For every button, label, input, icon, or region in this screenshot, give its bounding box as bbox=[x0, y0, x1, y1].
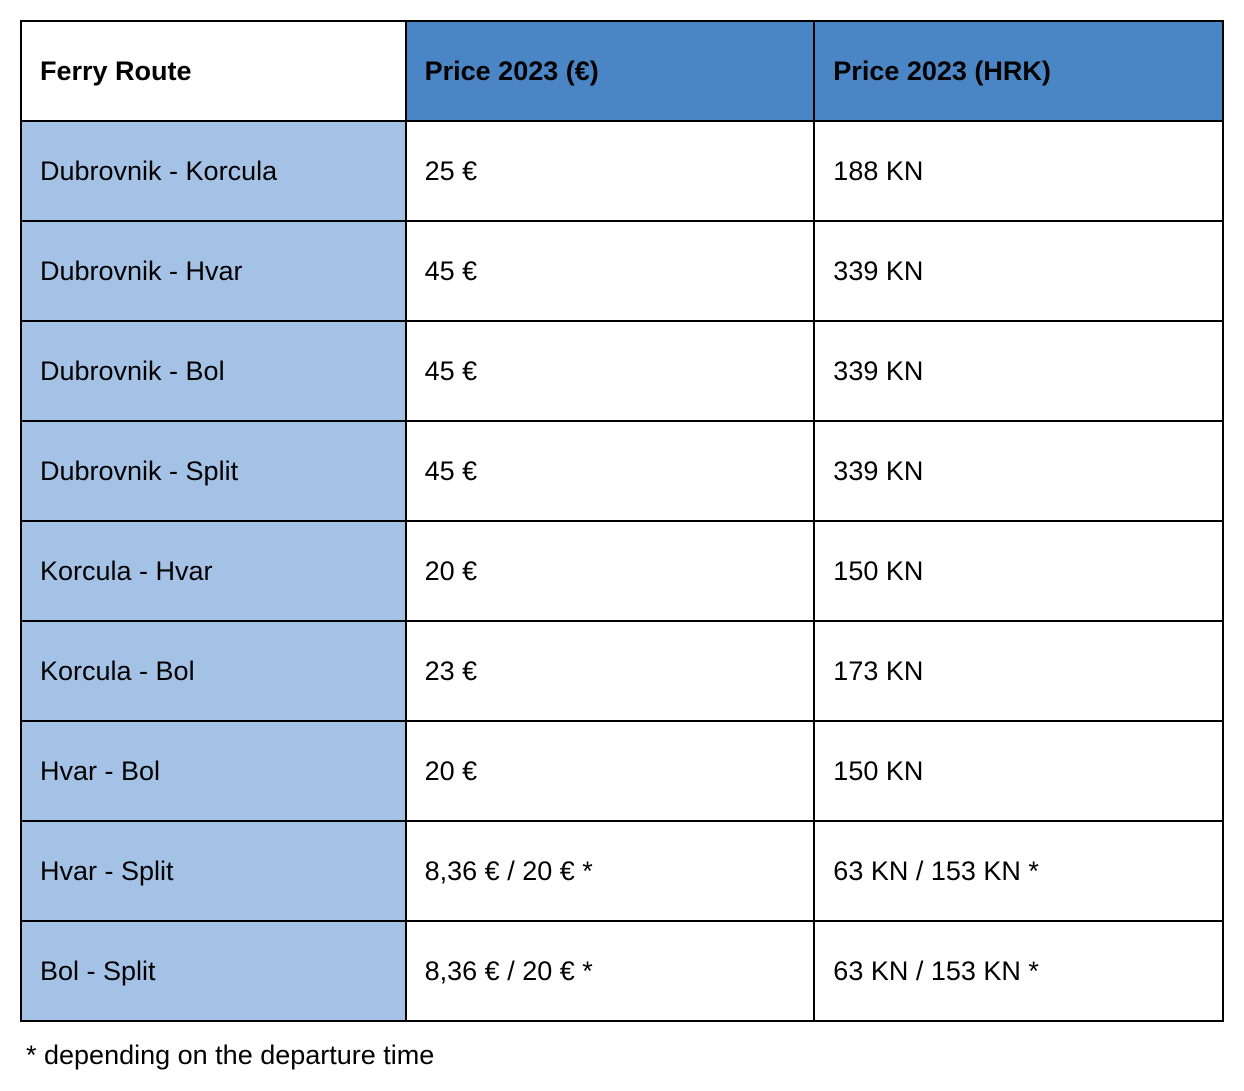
route-cell: Korcula - Bol bbox=[21, 621, 406, 721]
table-row: Bol - Split 8,36 € / 20 € * 63 KN / 153 … bbox=[21, 921, 1223, 1021]
table-row: Korcula - Hvar 20 € 150 KN bbox=[21, 521, 1223, 621]
route-cell: Dubrovnik - Hvar bbox=[21, 221, 406, 321]
table-row: Hvar - Split 8,36 € / 20 € * 63 KN / 153… bbox=[21, 821, 1223, 921]
price-eur-cell: 45 € bbox=[406, 321, 815, 421]
table-row: Hvar - Bol 20 € 150 KN bbox=[21, 721, 1223, 821]
price-hrk-cell: 339 KN bbox=[814, 421, 1223, 521]
table-row: Dubrovnik - Korcula 25 € 188 KN bbox=[21, 121, 1223, 221]
table-row: Dubrovnik - Hvar 45 € 339 KN bbox=[21, 221, 1223, 321]
price-hrk-cell: 188 KN bbox=[814, 121, 1223, 221]
table-row: Korcula - Bol 23 € 173 KN bbox=[21, 621, 1223, 721]
route-cell: Hvar - Split bbox=[21, 821, 406, 921]
route-cell: Dubrovnik - Split bbox=[21, 421, 406, 521]
column-header-price-hrk: Price 2023 (HRK) bbox=[814, 21, 1223, 121]
price-hrk-cell: 339 KN bbox=[814, 221, 1223, 321]
route-cell: Bol - Split bbox=[21, 921, 406, 1021]
route-cell: Korcula - Hvar bbox=[21, 521, 406, 621]
price-eur-cell: 20 € bbox=[406, 721, 815, 821]
footnote: * depending on the departure time bbox=[20, 1022, 1224, 1071]
route-cell: Hvar - Bol bbox=[21, 721, 406, 821]
price-eur-cell: 25 € bbox=[406, 121, 815, 221]
price-hrk-cell: 63 KN / 153 KN * bbox=[814, 921, 1223, 1021]
ferry-price-table: Ferry Route Price 2023 (€) Price 2023 (H… bbox=[20, 20, 1224, 1022]
price-hrk-cell: 63 KN / 153 KN * bbox=[814, 821, 1223, 921]
price-eur-cell: 8,36 € / 20 € * bbox=[406, 921, 815, 1021]
column-header-route: Ferry Route bbox=[21, 21, 406, 121]
table-body: Dubrovnik - Korcula 25 € 188 KN Dubrovni… bbox=[21, 121, 1223, 1021]
price-eur-cell: 45 € bbox=[406, 421, 815, 521]
price-hrk-cell: 150 KN bbox=[814, 521, 1223, 621]
table-row: Dubrovnik - Bol 45 € 339 KN bbox=[21, 321, 1223, 421]
price-hrk-cell: 173 KN bbox=[814, 621, 1223, 721]
route-cell: Dubrovnik - Korcula bbox=[21, 121, 406, 221]
table-row: Dubrovnik - Split 45 € 339 KN bbox=[21, 421, 1223, 521]
price-eur-cell: 45 € bbox=[406, 221, 815, 321]
price-hrk-cell: 339 KN bbox=[814, 321, 1223, 421]
table-header-row: Ferry Route Price 2023 (€) Price 2023 (H… bbox=[21, 21, 1223, 121]
column-header-price-eur: Price 2023 (€) bbox=[406, 21, 815, 121]
route-cell: Dubrovnik - Bol bbox=[21, 321, 406, 421]
price-hrk-cell: 150 KN bbox=[814, 721, 1223, 821]
price-eur-cell: 23 € bbox=[406, 621, 815, 721]
price-eur-cell: 8,36 € / 20 € * bbox=[406, 821, 815, 921]
price-eur-cell: 20 € bbox=[406, 521, 815, 621]
